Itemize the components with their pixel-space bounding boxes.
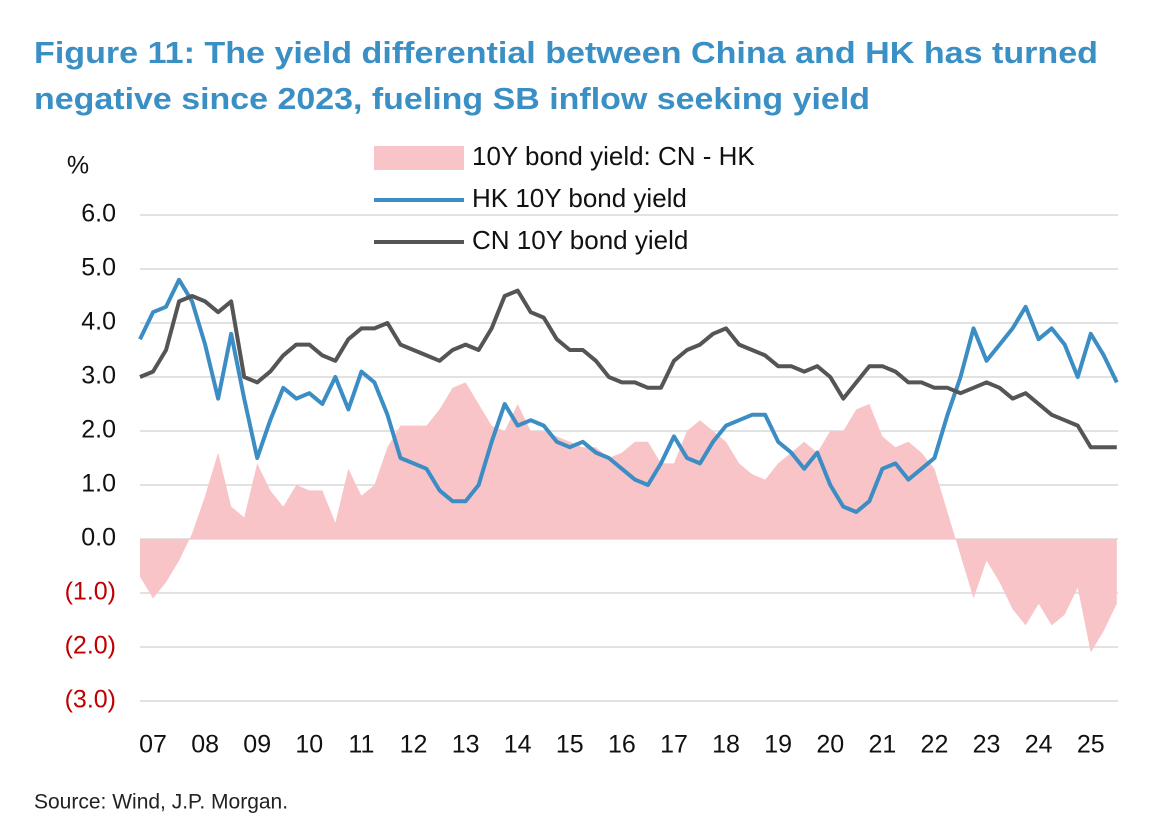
y-tick-label: 0.0 bbox=[81, 524, 116, 552]
source: Source: Wind, J.P. Morgan. bbox=[34, 791, 288, 814]
x-tick-label: 20 bbox=[816, 731, 844, 759]
legend-label: 10Y bond yield: CN - HK bbox=[472, 141, 755, 171]
x-tick-label: 21 bbox=[868, 731, 896, 759]
y-tick-label: 1.0 bbox=[81, 470, 116, 498]
y-tick-label: 3.0 bbox=[81, 362, 116, 390]
x-tick-label: 19 bbox=[764, 731, 792, 759]
x-tick-label: 07 bbox=[139, 731, 167, 759]
legend-label: HK 10Y bond yield bbox=[472, 183, 687, 213]
y-tick-label: 4.0 bbox=[81, 308, 116, 336]
x-tick-label: 08 bbox=[191, 731, 219, 759]
y-tick-label: (1.0) bbox=[65, 578, 116, 606]
legend-label: CN 10Y bond yield bbox=[472, 225, 688, 255]
x-tick-label: 12 bbox=[400, 731, 428, 759]
x-tick-label: 09 bbox=[243, 731, 271, 759]
x-tick-label: 15 bbox=[556, 731, 584, 759]
x-tick-label: 13 bbox=[452, 731, 480, 759]
x-tick-label: 14 bbox=[504, 731, 532, 759]
x-tick-label: 25 bbox=[1077, 731, 1105, 759]
y-tick-label: 5.0 bbox=[81, 254, 116, 282]
line bbox=[138, 277, 1119, 514]
y-tick-label: (2.0) bbox=[65, 632, 116, 660]
line bbox=[139, 288, 1117, 450]
x-tick-label: 17 bbox=[660, 731, 688, 759]
x-tick-label: 24 bbox=[1025, 731, 1053, 759]
chart-title: negative since 2023, fueling SB inflow s… bbox=[34, 81, 870, 116]
y-tick-label: (3.0) bbox=[65, 686, 116, 714]
x-tick-label: 10 bbox=[295, 731, 323, 759]
legend-swatch bbox=[374, 146, 464, 170]
y-axis-label: % bbox=[67, 152, 89, 180]
x-tick-label: 22 bbox=[921, 731, 949, 759]
x-tick-label: 23 bbox=[973, 731, 1001, 759]
y-tick-label: 6.0 bbox=[81, 200, 116, 228]
area bbox=[140, 382, 1117, 653]
chart-title: Figure 11: The yield differential betwee… bbox=[34, 35, 1098, 70]
y-tick-label: 2.0 bbox=[81, 416, 116, 444]
x-tick-label: 18 bbox=[712, 731, 740, 759]
x-tick-label: 11 bbox=[348, 731, 374, 759]
x-tick-label: 16 bbox=[608, 731, 636, 759]
